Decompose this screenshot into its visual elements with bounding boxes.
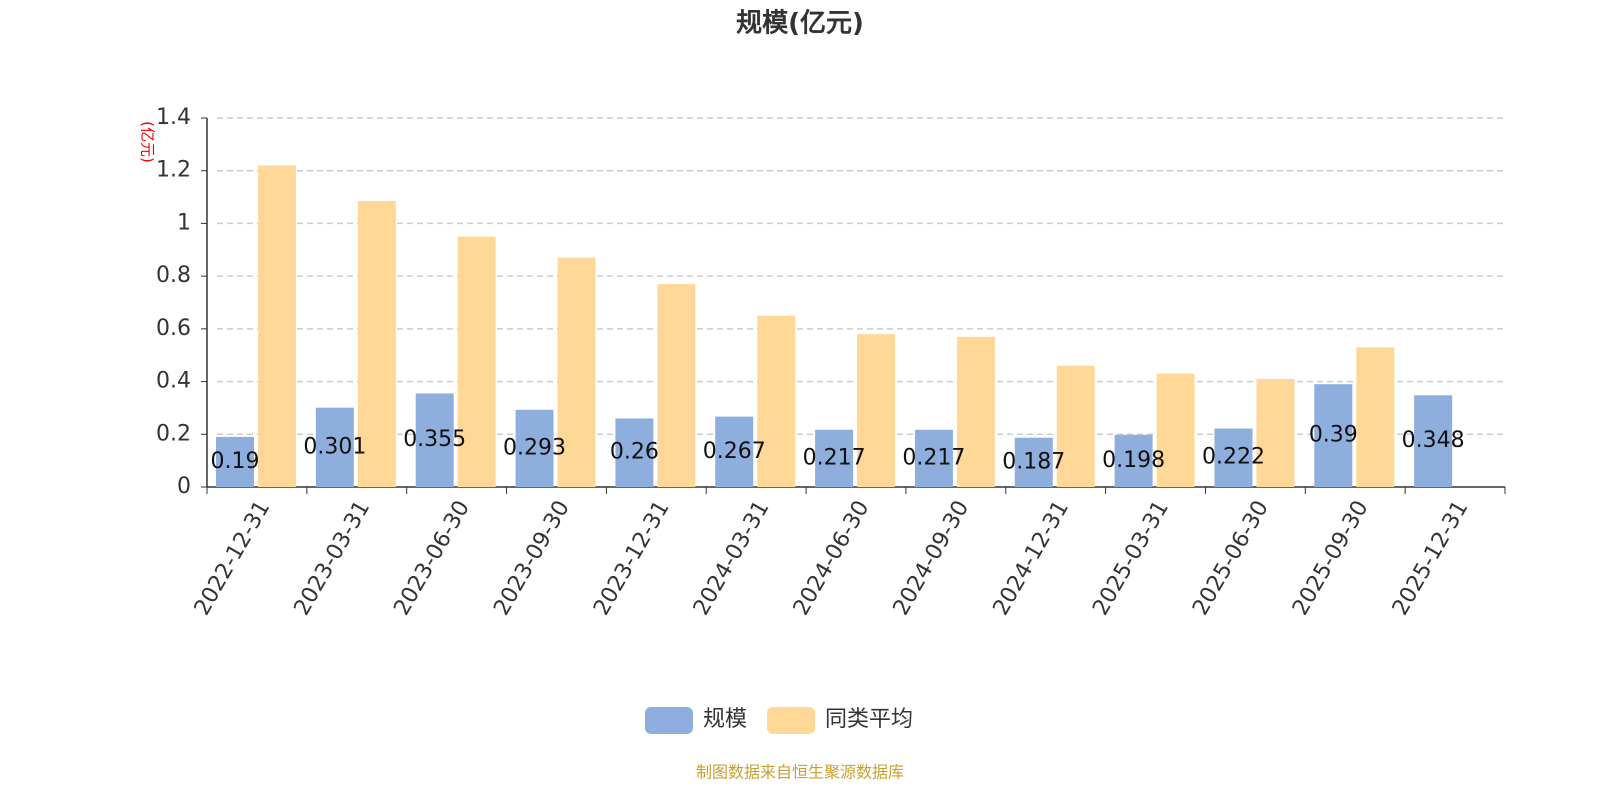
bar	[1056, 365, 1095, 487]
x-tick-label: 2023-12-31	[589, 497, 675, 620]
x-tick-label: 2024-12-31	[989, 497, 1075, 620]
bar	[615, 418, 654, 487]
data-label: 0.222	[1202, 445, 1265, 470]
y-axis-label: (亿元)	[139, 121, 157, 163]
bar	[1414, 395, 1453, 487]
data-label: 0.217	[902, 445, 965, 470]
data-label: 0.39	[1309, 423, 1358, 448]
data-label: 0.19	[211, 449, 260, 474]
legend-label: 规模	[703, 707, 747, 732]
bar	[914, 429, 953, 487]
chart-title: 规模(亿元)	[736, 9, 864, 39]
data-label: 0.198	[1102, 448, 1165, 473]
bar	[857, 334, 896, 487]
legend-label: 同类平均	[825, 707, 913, 732]
data-label: 0.267	[703, 439, 766, 464]
bar	[956, 336, 995, 487]
bar	[657, 284, 696, 487]
data-label: 0.26	[610, 440, 659, 465]
y-tick-label: 1.2	[156, 158, 191, 183]
legend-swatch	[767, 707, 816, 734]
y-tick-label: 1	[177, 210, 191, 235]
y-tick-label: 1.4	[156, 105, 191, 130]
bar	[1314, 384, 1353, 487]
y-tick-label: 0.2	[156, 421, 191, 446]
data-label: 0.355	[403, 427, 466, 452]
bar	[1214, 428, 1253, 487]
bar	[715, 416, 754, 487]
x-tick-label: 2025-12-31	[1388, 497, 1474, 620]
bar	[1156, 373, 1195, 487]
x-tick-label: 2023-09-30	[489, 497, 575, 620]
bar	[1356, 347, 1395, 487]
x-tick-label: 2023-06-30	[389, 497, 475, 620]
legend-swatch	[645, 707, 693, 734]
y-tick-label: 0.4	[156, 369, 191, 394]
bar	[415, 393, 454, 487]
y-tick-label: 0.8	[156, 263, 191, 288]
x-tick-label: 2024-09-30	[889, 497, 975, 620]
data-label: 0.348	[1402, 428, 1465, 453]
x-tick-label: 2023-03-31	[290, 497, 376, 620]
bar	[315, 407, 354, 487]
x-tick-label: 2025-09-30	[1288, 497, 1374, 620]
x-tick-label: 2022-12-31	[190, 497, 276, 620]
y-tick-label: 0.6	[156, 316, 191, 341]
bar	[1114, 434, 1153, 487]
data-label: 0.187	[1002, 449, 1065, 474]
x-tick-label: 2024-03-31	[689, 497, 775, 620]
bar	[1014, 437, 1053, 487]
bar	[457, 236, 496, 487]
bar	[557, 257, 596, 487]
bar	[258, 165, 296, 487]
y-tick-label: 0	[177, 474, 191, 499]
x-tick-label: 2024-06-30	[789, 497, 875, 620]
bar	[357, 201, 396, 487]
x-tick-label: 2025-06-30	[1188, 497, 1274, 620]
data-label: 0.217	[803, 445, 866, 470]
bar	[216, 436, 254, 487]
data-label: 0.293	[503, 435, 566, 460]
bar	[515, 409, 554, 487]
x-tick-label: 2025-03-31	[1088, 497, 1174, 620]
data-label: 0.301	[303, 434, 366, 459]
bar	[1256, 378, 1295, 487]
bar	[815, 429, 854, 487]
bar	[757, 315, 796, 487]
source-note: 制图数据来自恒生聚源数据库	[696, 763, 904, 782]
